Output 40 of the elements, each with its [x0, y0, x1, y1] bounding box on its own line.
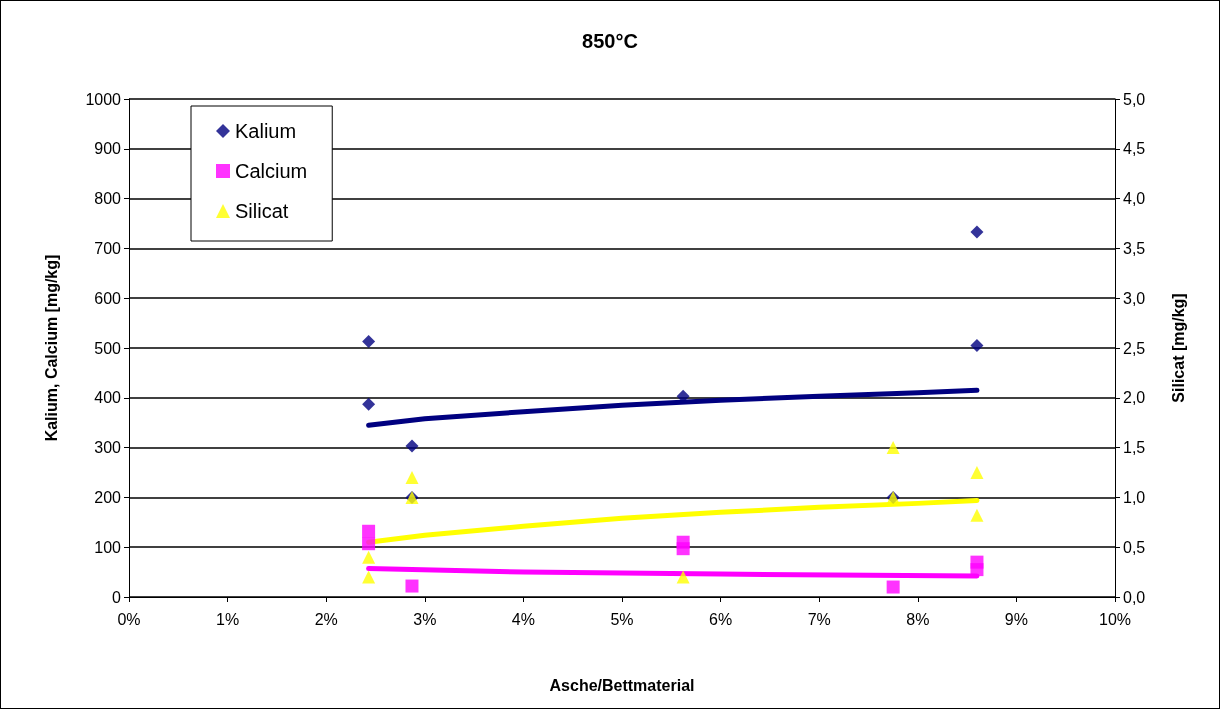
x-tick-label: 6%	[709, 610, 733, 628]
x-tick-label: 9%	[1004, 610, 1028, 628]
y2-tick-label: 1,5	[1123, 439, 1146, 457]
y-tick-label: 400	[94, 389, 122, 407]
legend-label: Silicat	[235, 200, 289, 222]
legend-label: Kalium	[235, 120, 297, 142]
y2-tick-label: 4,5	[1123, 140, 1146, 158]
x-tick-label: 3%	[413, 610, 437, 628]
legend-label: Calcium	[235, 160, 308, 182]
x-tick-label: 10%	[1098, 610, 1132, 628]
x-axis-title: Asche/Bettmaterial	[549, 676, 695, 694]
y-tick-label: 900	[94, 140, 122, 158]
y2-tick-label: 1,0	[1123, 488, 1146, 506]
x-tick-label: 4%	[511, 610, 535, 628]
y-tick-label: 500	[94, 339, 122, 357]
chart-title: 850°C	[582, 30, 638, 52]
y2-tick-label: 3,5	[1123, 239, 1146, 257]
y-tick-label: 800	[94, 190, 122, 208]
y-tick-label: 300	[94, 439, 122, 457]
y-tick-label: 100	[94, 538, 122, 556]
y-tick-label: 200	[94, 488, 122, 506]
y2-tick-label: 0,5	[1123, 538, 1146, 556]
x-tick-label: 2%	[314, 610, 338, 628]
y2-tick-label: 0,0	[1123, 588, 1146, 606]
y-tick-label: 700	[94, 239, 122, 257]
y2-tick-label: 4,0	[1123, 190, 1146, 208]
y-axis-title: Kalium, Calcium [mg/kg]	[42, 254, 60, 442]
x-tick-label: 1%	[216, 610, 240, 628]
y2-tick-label: 2,5	[1123, 339, 1146, 357]
x-tick-label: 7%	[807, 610, 831, 628]
y-tick-label: 0	[112, 588, 122, 606]
x-tick-label: 5%	[610, 610, 634, 628]
y2-tick-label: 2,0	[1123, 389, 1146, 407]
y2-tick-label: 3,0	[1123, 289, 1146, 307]
x-tick-label: 0%	[117, 610, 141, 628]
x-tick-label: 8%	[906, 610, 930, 628]
y2-tick-label: 5,0	[1123, 90, 1146, 108]
y2-axis-title: Silicat [mg/kg]	[1169, 293, 1187, 403]
y-tick-label: 600	[94, 289, 122, 307]
y-tick-label: 1000	[85, 90, 122, 108]
